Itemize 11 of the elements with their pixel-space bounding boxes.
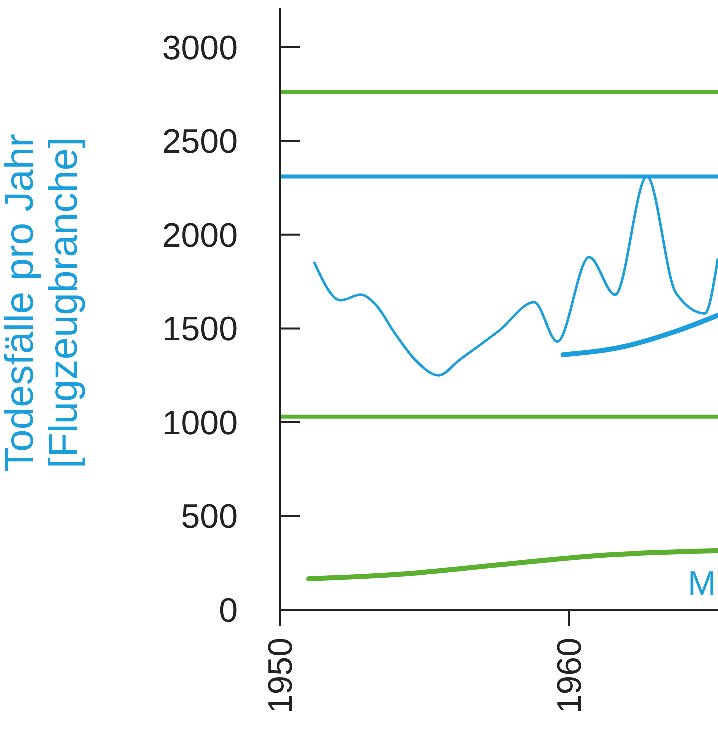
y-tick-label: 0 xyxy=(219,592,238,630)
y-tick-label: 1000 xyxy=(162,404,238,442)
y-tick-label: 2500 xyxy=(162,123,238,162)
y-tick-label: 500 xyxy=(181,498,238,536)
x-tick-label: 1960 xyxy=(551,638,590,714)
x-tick-label: 1950 xyxy=(262,638,300,714)
y-tick-label: 1500 xyxy=(162,310,238,349)
y-tick-label: 2000 xyxy=(162,216,238,255)
y-tick-label: 3000 xyxy=(162,29,238,68)
annotation: M xyxy=(688,564,716,603)
y-axis-title: Todesfälle pro Jahr [Flugzeugbranche] xyxy=(0,134,86,472)
